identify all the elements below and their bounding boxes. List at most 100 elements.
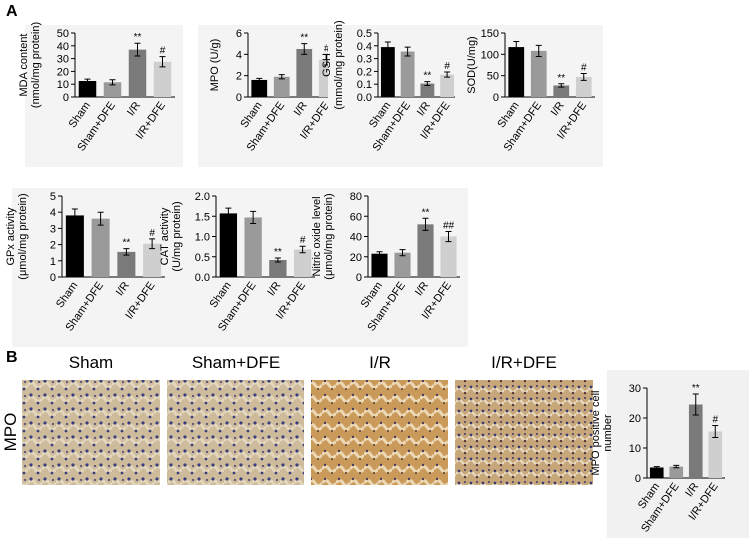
error-bar xyxy=(301,43,308,55)
bar xyxy=(530,50,547,97)
y-tick-label: 100 xyxy=(481,49,499,61)
y-tick-label: 30 xyxy=(629,383,641,395)
y-tick-label: 1.5 xyxy=(195,211,210,223)
error-bar xyxy=(653,466,660,469)
bar xyxy=(553,85,570,97)
y-axis-label: MDA content xyxy=(18,34,30,97)
bar xyxy=(143,243,162,277)
error-bar xyxy=(97,211,104,226)
y-axis-label: (nmol/mg protein) xyxy=(30,22,42,108)
bar xyxy=(269,259,287,277)
histology-image xyxy=(22,380,160,485)
error-bar xyxy=(384,41,391,53)
bar xyxy=(420,83,435,97)
y-tick-label: 50 xyxy=(487,71,499,83)
error-bar xyxy=(84,78,91,84)
bar xyxy=(103,82,122,97)
image-title: I/R xyxy=(369,353,391,372)
significance-label: ** xyxy=(423,71,431,82)
y-tick-label: 0 xyxy=(356,272,362,284)
y-axis-label: (U/mg protein) xyxy=(171,201,183,271)
y-tick-label: 30 xyxy=(57,54,69,66)
bar xyxy=(296,49,313,97)
y-axis-label: GSH xyxy=(321,53,333,77)
y-axis-label: (mmol/mg protein) xyxy=(333,20,345,109)
y-tick-label: 0.0 xyxy=(357,92,372,104)
y-tick-label: 3 xyxy=(50,223,56,235)
error-bar xyxy=(673,464,680,469)
y-tick-label: 0 xyxy=(50,272,56,284)
bar xyxy=(219,213,238,277)
image-title: Sham+DFE xyxy=(192,353,280,372)
significance-label: # xyxy=(444,61,450,72)
y-tick-label: 60 xyxy=(350,211,362,223)
bar xyxy=(649,467,664,478)
histology-image xyxy=(167,380,304,485)
y-tick-label: 40 xyxy=(350,232,362,244)
error-bar xyxy=(513,41,520,54)
y-tick-label: 0.5 xyxy=(357,28,372,40)
significance-label: ** xyxy=(300,33,308,44)
y-tick-label: 4 xyxy=(50,207,56,219)
y-axis-label: MPO positive cell xyxy=(590,391,602,476)
y-axis-label: SOD(U/mg) xyxy=(466,36,478,93)
y-tick-label: 1.0 xyxy=(195,232,210,244)
y-tick-label: 2 xyxy=(236,71,242,83)
y-tick-label: 20 xyxy=(629,413,641,425)
image-title: Sham xyxy=(69,353,113,372)
image-title: I/R+DFE xyxy=(491,353,557,372)
error-bar xyxy=(159,56,166,68)
bar xyxy=(394,252,411,277)
bar xyxy=(508,47,525,97)
bar xyxy=(91,218,110,277)
y-axis-label: GPx activity xyxy=(5,207,17,266)
y-tick-label: 50 xyxy=(57,28,69,40)
panel-label: A xyxy=(6,3,18,20)
row-label: MPO xyxy=(1,413,20,452)
error-bar xyxy=(535,44,542,57)
error-bar xyxy=(712,425,719,438)
error-bar xyxy=(422,217,429,231)
bar xyxy=(669,466,684,478)
y-tick-label: 0.3 xyxy=(357,54,372,66)
y-tick-label: 1 xyxy=(50,256,56,268)
y-tick-label: 0 xyxy=(493,92,499,104)
bar xyxy=(244,217,262,277)
significance-label: # xyxy=(712,415,718,426)
bar xyxy=(380,47,395,97)
y-axis-label: CAT activity xyxy=(159,207,171,265)
error-bar xyxy=(404,46,411,57)
error-bar xyxy=(692,393,699,416)
bar xyxy=(688,404,703,478)
y-axis-label: MPO (U/g) xyxy=(209,39,221,92)
significance-label: ** xyxy=(274,247,282,258)
y-tick-label: 6 xyxy=(236,28,242,40)
significance-label: # xyxy=(300,235,306,246)
error-bar xyxy=(376,251,383,257)
error-bar xyxy=(445,230,452,243)
y-tick-label: 5 xyxy=(50,191,56,203)
bar xyxy=(417,224,434,277)
error-bar xyxy=(558,83,565,88)
bar xyxy=(153,61,172,97)
y-axis-label: number xyxy=(602,414,614,452)
error-bar xyxy=(71,208,78,223)
y-tick-label: 0.1 xyxy=(357,79,372,91)
error-bar xyxy=(134,42,141,57)
y-tick-label: 20 xyxy=(350,252,362,264)
y-tick-label: 0.2 xyxy=(357,66,372,78)
error-bar xyxy=(424,81,431,86)
y-tick-label: 80 xyxy=(350,191,362,203)
bar xyxy=(575,76,592,97)
y-tick-label: 4 xyxy=(236,49,242,61)
y-tick-label: 150 xyxy=(481,28,499,40)
y-axis-label: (μmol/mg protein) xyxy=(323,193,335,279)
histology-image xyxy=(455,380,593,485)
error-bar xyxy=(580,73,587,81)
error-bar xyxy=(123,248,130,256)
bar xyxy=(371,253,388,277)
bar xyxy=(128,49,147,97)
error-bar xyxy=(149,238,156,250)
bar xyxy=(400,51,415,97)
